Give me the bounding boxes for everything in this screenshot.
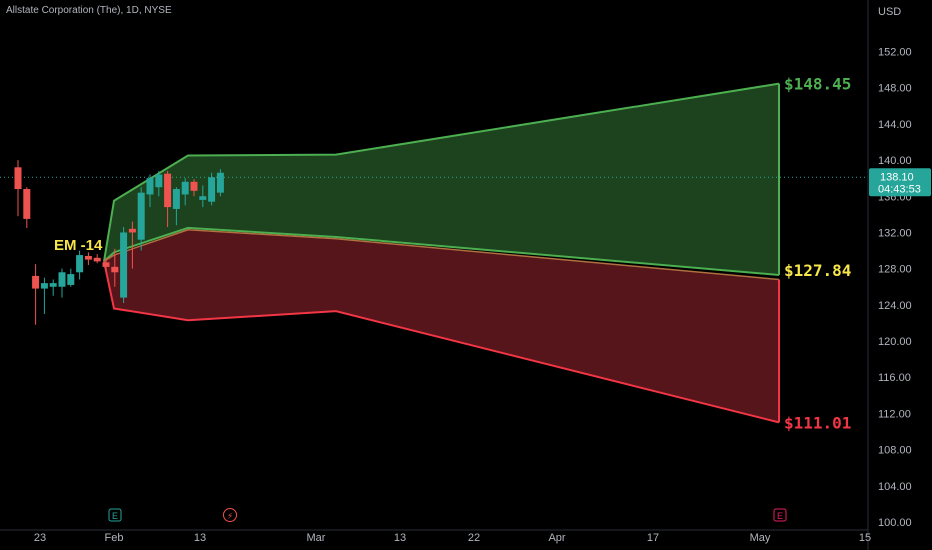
mid-band-upper-line	[103, 226, 780, 276]
last-price-tag	[869, 168, 931, 197]
candle-body[interactable]	[137, 192, 145, 240]
x-tick-label: 13	[394, 532, 406, 544]
candle-body[interactable]	[23, 189, 31, 219]
y-tick-label: 140.00	[878, 155, 912, 167]
dividend-event-glyph: ⚡	[227, 512, 233, 522]
y-tick-label: 148.00	[878, 83, 912, 95]
candle-body[interactable]	[84, 255, 92, 260]
y-tick-label: 100.00	[878, 517, 912, 529]
candle-body[interactable]	[14, 167, 22, 190]
x-tick-label: Feb	[105, 532, 124, 544]
candle-body[interactable]	[120, 232, 128, 298]
y-tick-label: 104.00	[878, 481, 912, 493]
y-tick-label: 132.00	[878, 227, 912, 239]
candle-body[interactable]	[102, 262, 110, 267]
lower-band-line	[103, 261, 780, 424]
x-tick-label: Apr	[548, 532, 565, 544]
x-tick-label: 17	[647, 532, 659, 544]
candle-body[interactable]	[216, 172, 224, 193]
candle-body[interactable]	[67, 274, 75, 285]
currency-label: USD	[878, 6, 901, 18]
candle-body[interactable]	[58, 272, 66, 287]
upside-band-fill	[104, 83, 779, 275]
candle-body[interactable]	[208, 177, 216, 202]
y-tick-label: 108.00	[878, 445, 912, 457]
candle-body[interactable]	[40, 283, 48, 289]
candle-body[interactable]	[172, 189, 180, 209]
candle-body[interactable]	[190, 181, 198, 191]
y-tick-label: 120.00	[878, 336, 912, 348]
earnings-event-icon[interactable]	[108, 508, 122, 522]
candle-body[interactable]	[146, 178, 154, 195]
candle-body[interactable]	[164, 173, 172, 208]
candle-body[interactable]	[76, 255, 84, 273]
candle-body[interactable]	[49, 283, 57, 287]
earnings-event-letter: E	[112, 511, 118, 521]
y-tick-label: 116.00	[878, 372, 911, 384]
x-tick-label: 23	[34, 532, 46, 544]
candle-body[interactable]	[111, 266, 119, 273]
target-price-label: $127.84	[784, 261, 851, 280]
y-tick-label: 152.00	[878, 47, 912, 59]
x-tick-label: 15	[859, 532, 871, 544]
candle-body[interactable]	[155, 174, 163, 188]
target-price-label: $148.45	[784, 75, 851, 94]
last-price-value: 138.10	[880, 171, 914, 183]
upper-band-line	[103, 82, 780, 262]
candle-body[interactable]	[93, 257, 101, 262]
y-tick-label: 144.00	[878, 119, 912, 131]
downside-band-fill	[104, 229, 779, 423]
bar-countdown: 04:43:53	[878, 183, 921, 195]
earnings-event-icon[interactable]	[773, 508, 787, 522]
candle-body[interactable]	[32, 275, 40, 289]
candle-body[interactable]	[128, 228, 136, 233]
x-tick-label: 22	[468, 532, 480, 544]
y-tick-label: 124.00	[878, 300, 912, 312]
mid-band-lower-line	[103, 228, 780, 281]
y-tick-label: 128.00	[878, 264, 912, 276]
symbol-title: Allstate Corporation (The), 1D, NYSE	[6, 5, 172, 16]
target-price-label: $111.01	[784, 413, 851, 432]
x-tick-label: Mar	[307, 532, 326, 544]
candle-body[interactable]	[199, 196, 207, 200]
x-tick-label: May	[750, 532, 771, 544]
y-tick-label: 112.00	[878, 408, 911, 420]
earnings-event-letter: E	[777, 511, 783, 521]
expected-move-label: EM -14	[54, 237, 103, 254]
x-tick-label: 13	[194, 532, 206, 544]
dividend-event-icon[interactable]	[223, 508, 237, 522]
candle-body[interactable]	[181, 181, 189, 195]
